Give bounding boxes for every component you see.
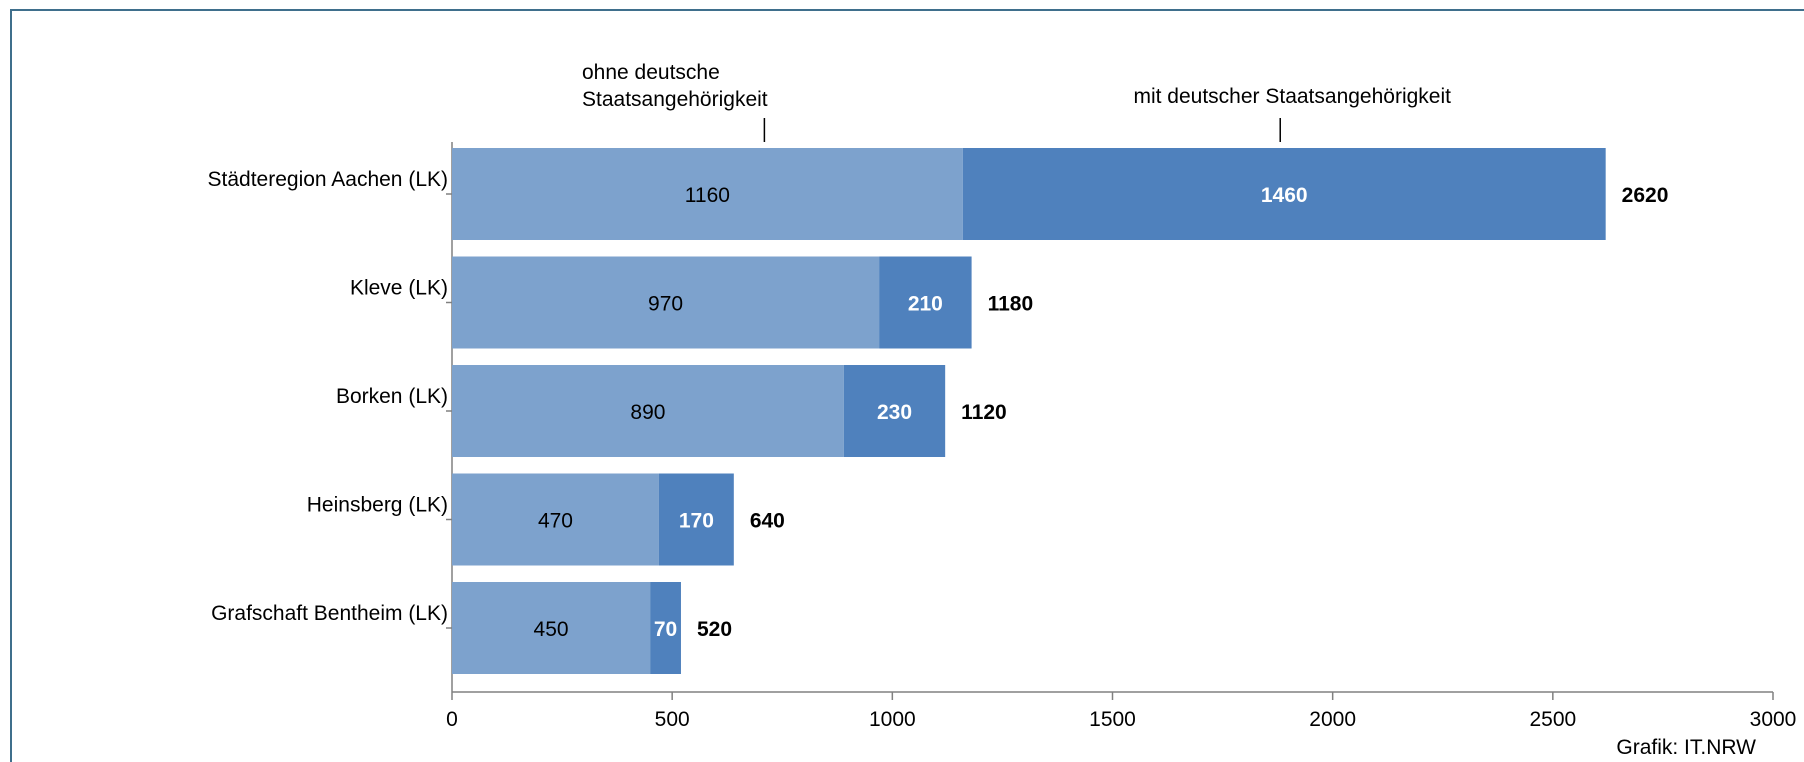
bar-segment-mit <box>658 473 734 566</box>
bar-segment-mit <box>962 148 1606 240</box>
data-label-ohne: 970 <box>648 293 683 316</box>
series-mit-annotation: mit deutscher Staatsangehörigkeit <box>1133 85 1451 108</box>
x-tick-label: 1500 <box>1089 708 1136 731</box>
x-tick-label: 2500 <box>1529 708 1576 731</box>
data-label-mit: 170 <box>679 510 714 533</box>
bar-segment-ohne <box>452 473 659 566</box>
bar-segment-ohne <box>452 365 844 457</box>
data-label-mit: 210 <box>908 293 943 316</box>
data-label-total: 2620 <box>1622 184 1669 207</box>
bar-segment-mit <box>650 582 681 674</box>
x-tick-label: 0 <box>446 708 458 731</box>
category-label: Grafschaft Bentheim (LK) <box>211 602 448 625</box>
data-label-ohne: 450 <box>534 618 569 641</box>
data-label-total: 1120 <box>961 401 1007 424</box>
category-label: Kleve (LK) <box>350 277 448 300</box>
x-tick-label: 2000 <box>1309 708 1356 731</box>
bar-segment-ohne <box>452 582 651 674</box>
data-label-ohne: 890 <box>630 401 665 424</box>
x-tick-label: 1000 <box>869 708 916 731</box>
x-tick-label: 3000 <box>1750 708 1797 731</box>
series-ohne-annotation: Staatsangehörigkeit <box>582 88 768 111</box>
bar-segment-mit <box>879 256 972 349</box>
x-tick-label: 500 <box>655 708 690 731</box>
category-label: Borken (LK) <box>336 385 448 408</box>
data-label-mit: 1460 <box>1261 184 1308 207</box>
chart-frame <box>10 9 1804 762</box>
data-label-ohne: 1160 <box>685 184 730 207</box>
series-ohne-annotation: ohne deutsche <box>582 61 720 84</box>
data-label-ohne: 470 <box>538 510 573 533</box>
bar-segment-ohne <box>452 256 880 349</box>
bar-segment-ohne <box>452 148 963 240</box>
data-label-total: 1180 <box>988 293 1034 316</box>
data-label-mit: 230 <box>877 401 912 424</box>
category-label: Heinsberg (LK) <box>307 494 448 517</box>
bar-segment-mit <box>843 365 946 457</box>
data-label-total: 640 <box>750 510 785 533</box>
data-label-total: 520 <box>697 618 732 641</box>
data-label-mit: 70 <box>654 618 677 641</box>
chart-credit: Grafik: IT.NRW <box>1616 736 1756 759</box>
category-label: Städteregion Aachen (LK) <box>208 168 449 191</box>
